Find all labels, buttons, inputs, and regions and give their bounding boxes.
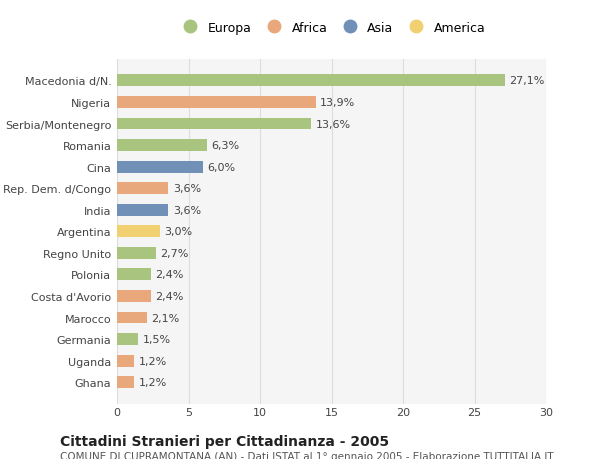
Bar <box>117 75 505 87</box>
Bar <box>117 183 169 195</box>
Bar <box>117 118 311 130</box>
Bar <box>117 269 151 281</box>
Text: 2,4%: 2,4% <box>155 291 184 301</box>
Bar <box>117 226 160 238</box>
Text: 2,1%: 2,1% <box>151 313 179 323</box>
Bar <box>117 247 155 259</box>
Text: 3,6%: 3,6% <box>173 205 201 215</box>
Bar <box>117 291 151 302</box>
Text: 2,4%: 2,4% <box>155 270 184 280</box>
Bar <box>117 140 207 151</box>
Bar <box>117 97 316 109</box>
Text: COMUNE DI CUPRAMONTANA (AN) - Dati ISTAT al 1° gennaio 2005 - Elaborazione TUTTI: COMUNE DI CUPRAMONTANA (AN) - Dati ISTAT… <box>60 451 554 459</box>
Bar <box>117 355 134 367</box>
Text: Cittadini Stranieri per Cittadinanza - 2005: Cittadini Stranieri per Cittadinanza - 2… <box>60 434 389 448</box>
Bar <box>117 376 134 388</box>
Bar <box>117 204 169 216</box>
Bar <box>117 312 147 324</box>
Text: 27,1%: 27,1% <box>509 76 544 86</box>
Text: 6,0%: 6,0% <box>207 162 235 172</box>
Text: 1,5%: 1,5% <box>143 334 171 344</box>
Text: 6,3%: 6,3% <box>211 141 239 151</box>
Text: 2,7%: 2,7% <box>160 248 188 258</box>
Bar <box>117 162 203 173</box>
Text: 3,0%: 3,0% <box>164 227 193 237</box>
Text: 13,9%: 13,9% <box>320 98 355 108</box>
Text: 13,6%: 13,6% <box>316 119 351 129</box>
Text: 3,6%: 3,6% <box>173 184 201 194</box>
Bar <box>117 333 139 345</box>
Text: 1,2%: 1,2% <box>139 356 167 366</box>
Legend: Europa, Africa, Asia, America: Europa, Africa, Asia, America <box>174 18 489 38</box>
Text: 1,2%: 1,2% <box>139 377 167 387</box>
